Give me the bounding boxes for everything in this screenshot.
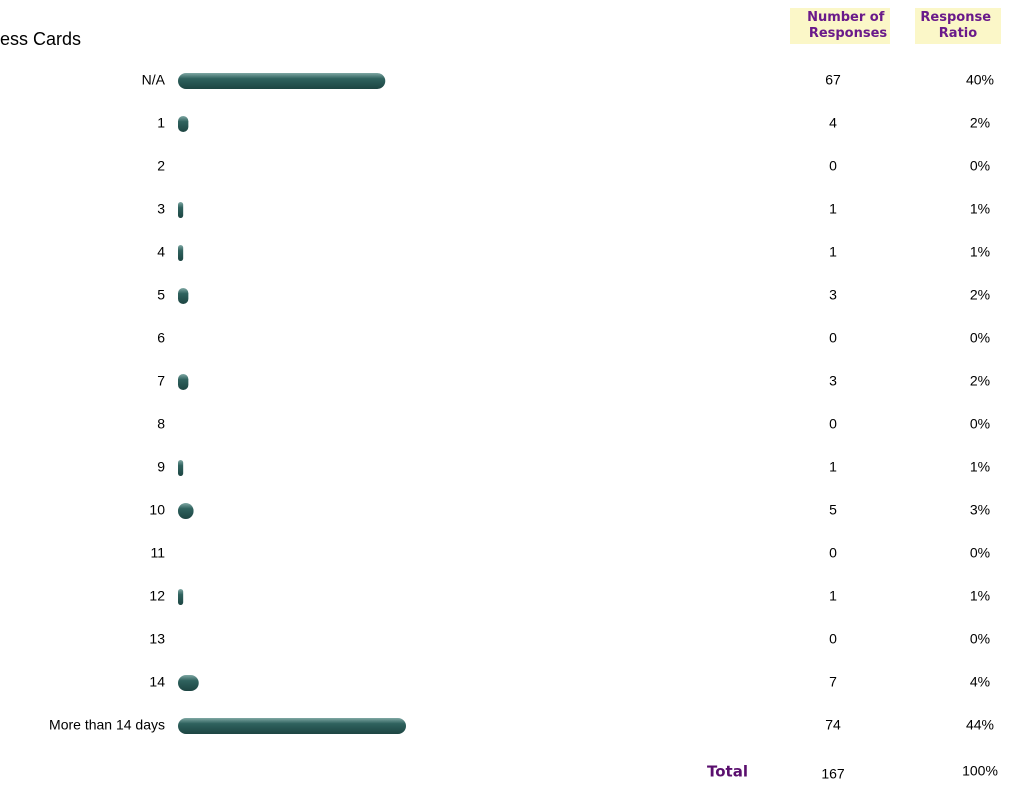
- row-label: 7: [157, 373, 165, 389]
- response-ratio: 2%: [970, 373, 990, 389]
- bar: [178, 288, 189, 304]
- bar: [178, 460, 184, 476]
- response-count: 74: [825, 717, 841, 733]
- row-label: 8: [157, 416, 165, 432]
- bar: [178, 245, 184, 261]
- bar: [178, 73, 386, 89]
- total-count: 167: [821, 766, 845, 782]
- response-ratio: 0%: [970, 545, 990, 561]
- response-ratio: 1%: [970, 459, 990, 475]
- response-count: 7: [829, 674, 837, 690]
- bar: [178, 374, 189, 390]
- bar: [178, 202, 184, 218]
- header-bg: [790, 8, 890, 44]
- response-count: 1: [829, 244, 837, 260]
- header-line: Ratio: [939, 26, 977, 41]
- response-count: 0: [829, 416, 837, 432]
- question-title: ess Cards: [0, 29, 81, 49]
- row-label: 9: [157, 459, 165, 475]
- bar: [178, 116, 189, 132]
- bar: [178, 718, 406, 734]
- response-ratio: 2%: [970, 115, 990, 131]
- response-count: 0: [829, 631, 837, 647]
- total-label: Total: [707, 763, 748, 781]
- response-ratio: 1%: [970, 244, 990, 260]
- response-count: 1: [829, 588, 837, 604]
- response-ratio: 2%: [970, 287, 990, 303]
- row-label: 2: [157, 158, 165, 174]
- bar: [178, 589, 184, 605]
- column-header: Response Ratio: [920, 10, 995, 41]
- response-ratio: 40%: [966, 72, 994, 88]
- total-ratio: 100%: [962, 763, 998, 779]
- response-count: 4: [829, 115, 837, 131]
- response-ratio: 4%: [970, 674, 990, 690]
- header-line: Response: [920, 10, 991, 25]
- bar: [178, 675, 199, 691]
- response-count: 1: [829, 201, 837, 217]
- response-ratio: 3%: [970, 502, 990, 518]
- response-ratio: 0%: [970, 158, 990, 174]
- row-label: 6: [157, 330, 165, 346]
- row-label: More than 14 days: [49, 717, 165, 733]
- response-ratio: 0%: [970, 330, 990, 346]
- header-line: Number of: [807, 10, 885, 25]
- row-label: 3: [157, 201, 165, 217]
- response-count: 0: [829, 545, 837, 561]
- row-label: N/A: [142, 72, 166, 88]
- header-bg: [915, 8, 1001, 44]
- row-label: 12: [149, 588, 165, 604]
- response-count: 0: [829, 158, 837, 174]
- header-line: Responses: [809, 26, 888, 41]
- response-count: 1: [829, 459, 837, 475]
- bar: [178, 503, 194, 519]
- column-header: Number of Responses: [807, 10, 889, 41]
- response-ratio: 0%: [970, 631, 990, 647]
- response-ratio: 1%: [970, 588, 990, 604]
- response-count: 3: [829, 287, 837, 303]
- row-label: 13: [149, 631, 165, 647]
- response-ratio: 44%: [966, 717, 994, 733]
- response-count: 5: [829, 502, 837, 518]
- row-label: 5: [157, 287, 165, 303]
- row-label: 1: [157, 115, 165, 131]
- row-label: 10: [149, 502, 165, 518]
- response-ratio: 0%: [970, 416, 990, 432]
- response-count: 0: [829, 330, 837, 346]
- response-ratio: 1%: [970, 201, 990, 217]
- row-label: 14: [149, 674, 165, 690]
- response-count: 67: [825, 72, 841, 88]
- row-label: 11: [150, 545, 165, 561]
- row-label: 4: [157, 244, 165, 260]
- response-count: 3: [829, 373, 837, 389]
